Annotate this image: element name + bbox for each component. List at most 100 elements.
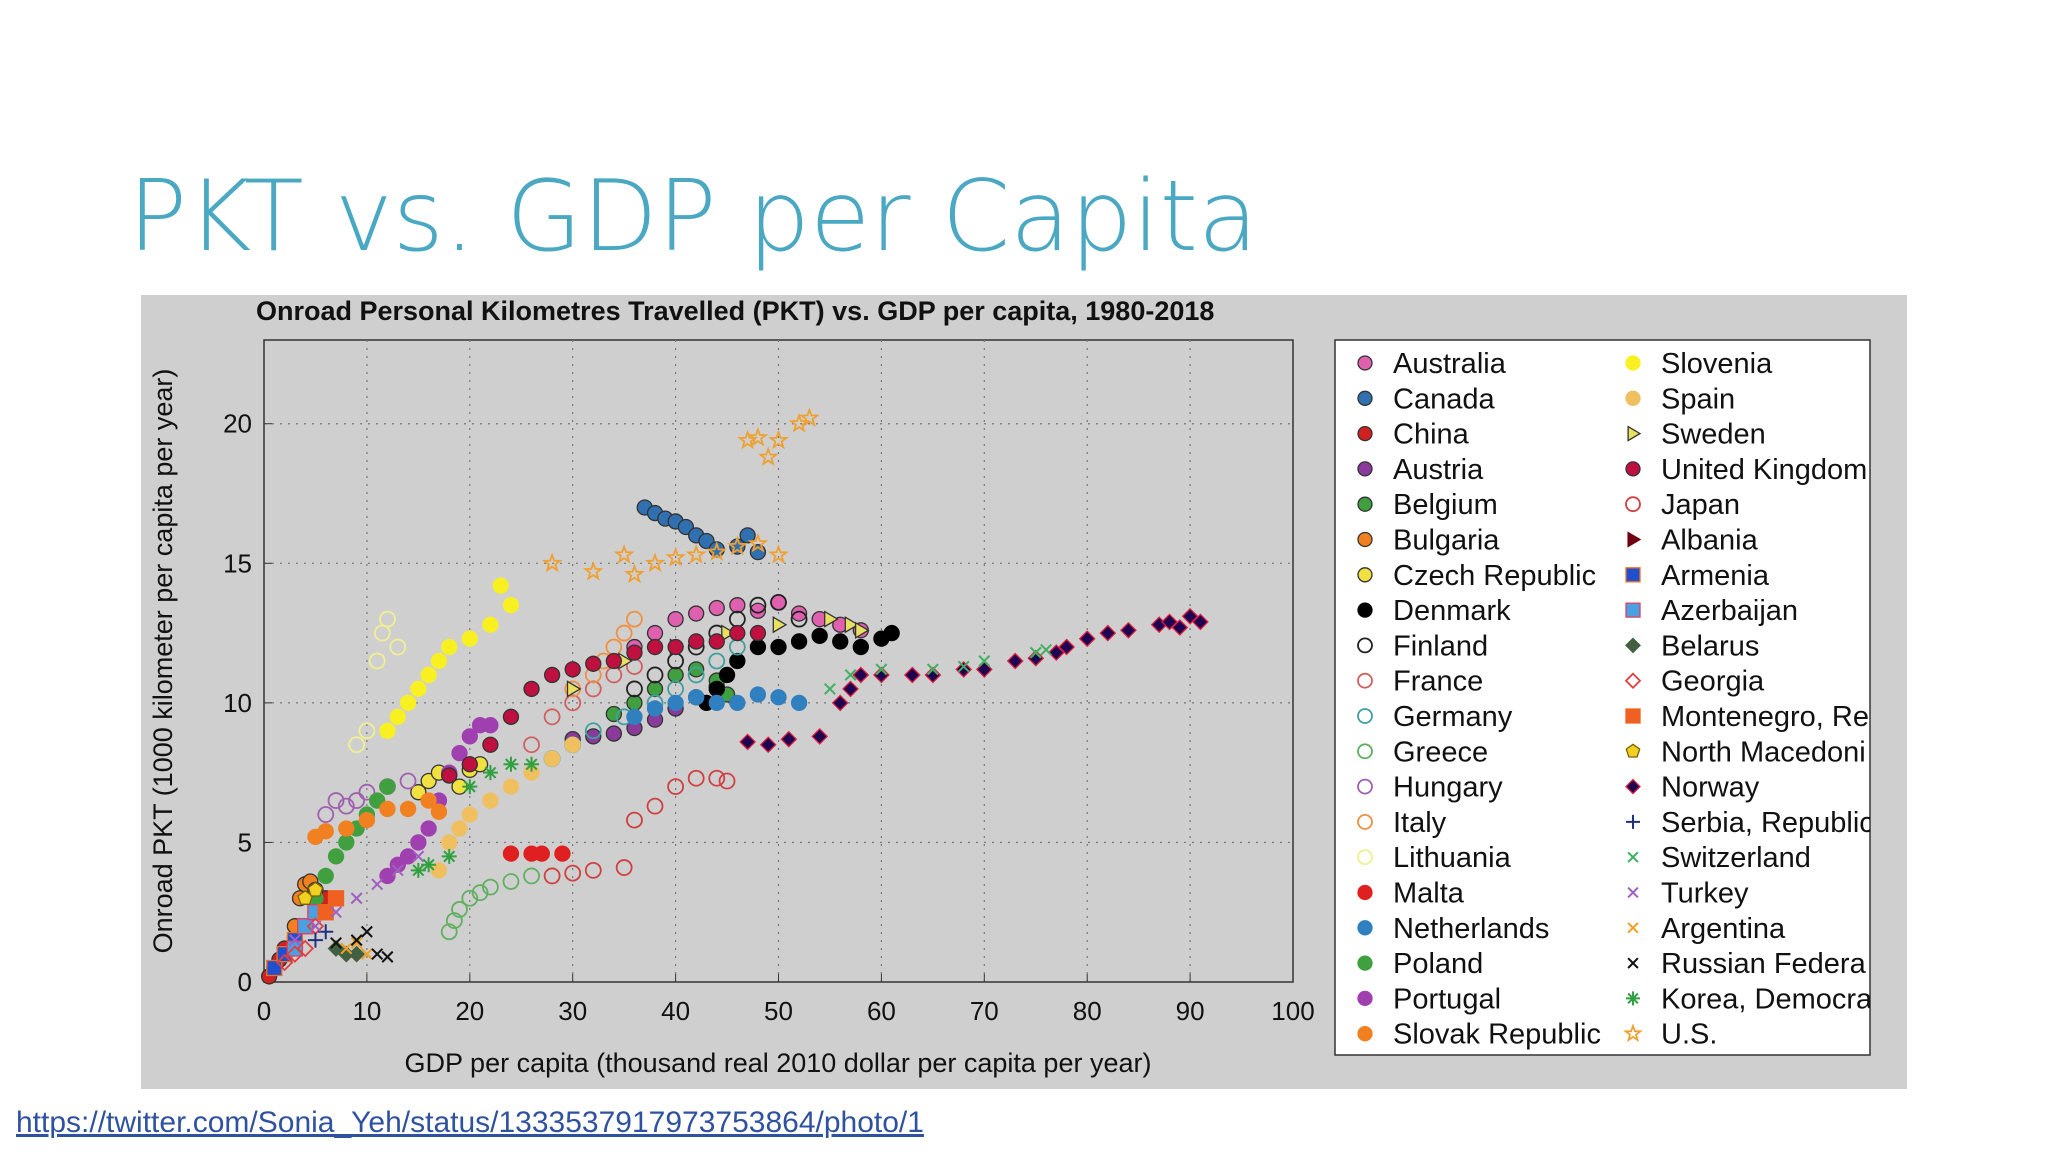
data-point: [441, 767, 458, 784]
legend-label: Portugal: [1393, 983, 1501, 1015]
data-point: [811, 627, 828, 645]
source-link[interactable]: https://twitter.com/Sonia_Yeh/status/133…: [16, 1106, 924, 1139]
data-point: [441, 834, 458, 851]
data-point: [646, 797, 664, 815]
legend-label: China: [1393, 419, 1470, 451]
legend-marker: [1625, 567, 1641, 583]
legend-label: Turkey: [1661, 878, 1749, 910]
data-point: [624, 563, 645, 584]
data-point: [482, 717, 499, 734]
data-point: [379, 778, 396, 795]
data-point: [706, 541, 728, 561]
data-point: [350, 936, 363, 949]
legend-marker: [1357, 461, 1373, 477]
data-point: [399, 800, 417, 818]
legend-marker: [1357, 849, 1373, 866]
data-point: [582, 560, 604, 581]
data-point: [613, 544, 635, 564]
data-point: [772, 616, 788, 634]
data-point: [584, 861, 602, 879]
data-point: [461, 756, 478, 773]
data-point: [924, 666, 942, 684]
data-point: [770, 638, 787, 656]
data-point: [441, 638, 458, 656]
legend-label: Italy: [1393, 807, 1447, 839]
legend-marker: [1625, 461, 1641, 477]
data-point: [266, 959, 283, 977]
x-tick-label: 40: [661, 996, 690, 1026]
data-point: [471, 884, 489, 902]
y-tick-label: 10: [223, 688, 252, 718]
data-point: [330, 906, 342, 919]
data-point: [564, 694, 582, 712]
data-point: [543, 867, 561, 885]
data-point: [842, 680, 859, 698]
data-point: [790, 694, 808, 712]
legend-label: Spain: [1661, 383, 1735, 415]
data-point: [687, 769, 705, 787]
legend-label: France: [1393, 666, 1483, 698]
legend-label: Germany: [1393, 701, 1513, 733]
data-point: [368, 652, 386, 670]
data-point: [584, 722, 602, 740]
data-point: [770, 689, 787, 706]
data-point: [883, 624, 900, 642]
legend-marker: [1627, 922, 1639, 934]
data-point: [327, 890, 345, 907]
data-point: [338, 834, 355, 851]
data-point: [811, 727, 829, 745]
data-point: [543, 750, 561, 767]
data-point: [903, 666, 921, 684]
data-point: [410, 834, 427, 851]
data-point: [747, 532, 769, 553]
legend-label: Austria: [1393, 454, 1484, 486]
data-point: [739, 527, 756, 544]
legend-marker: [1357, 637, 1373, 654]
data-point: [729, 624, 746, 642]
data-point: [482, 765, 498, 781]
legend-label: Bulgaria: [1393, 525, 1500, 557]
data-point: [688, 605, 705, 622]
data-point: [451, 901, 468, 918]
legend-marker: [1625, 708, 1641, 724]
data-point: [768, 544, 789, 564]
data-point: [420, 666, 437, 684]
data-point: [430, 652, 448, 670]
legend-label: Albania: [1661, 525, 1759, 557]
data-point: [371, 948, 384, 961]
data-point: [626, 811, 643, 829]
data-point: [340, 942, 353, 955]
legend-label: Japan: [1661, 489, 1740, 521]
legend-label: Czech Republic: [1393, 560, 1596, 592]
data-point: [524, 756, 540, 772]
legend-marker: [1625, 390, 1641, 406]
y-tick-label: 0: [238, 967, 252, 997]
data-point: [626, 610, 643, 628]
data-point: [399, 772, 417, 790]
data-point: [605, 725, 623, 742]
data-point: [1040, 643, 1052, 656]
data-point: [831, 694, 849, 712]
legend-marker: [1627, 886, 1639, 899]
data-point: [502, 597, 520, 614]
legend-marker: [1357, 496, 1373, 512]
data-point: [440, 923, 458, 941]
data-point: [708, 599, 725, 617]
data-point: [350, 892, 363, 905]
data-point: [286, 940, 304, 957]
legend-label: Georgia: [1661, 666, 1765, 698]
legend-marker: [1357, 531, 1373, 548]
data-point: [1099, 624, 1117, 642]
data-point: [502, 708, 520, 725]
data-point: [872, 666, 890, 684]
legend-label: Netherlands: [1393, 913, 1549, 945]
data-point: [330, 936, 342, 949]
x-tick-label: 100: [1271, 996, 1314, 1026]
data-point: [926, 663, 939, 676]
data-point: [492, 577, 509, 594]
data-point: [768, 429, 789, 450]
data-point: [790, 605, 808, 622]
data-point: [503, 756, 519, 772]
data-point: [823, 682, 836, 695]
legend-marker: [1357, 778, 1373, 795]
